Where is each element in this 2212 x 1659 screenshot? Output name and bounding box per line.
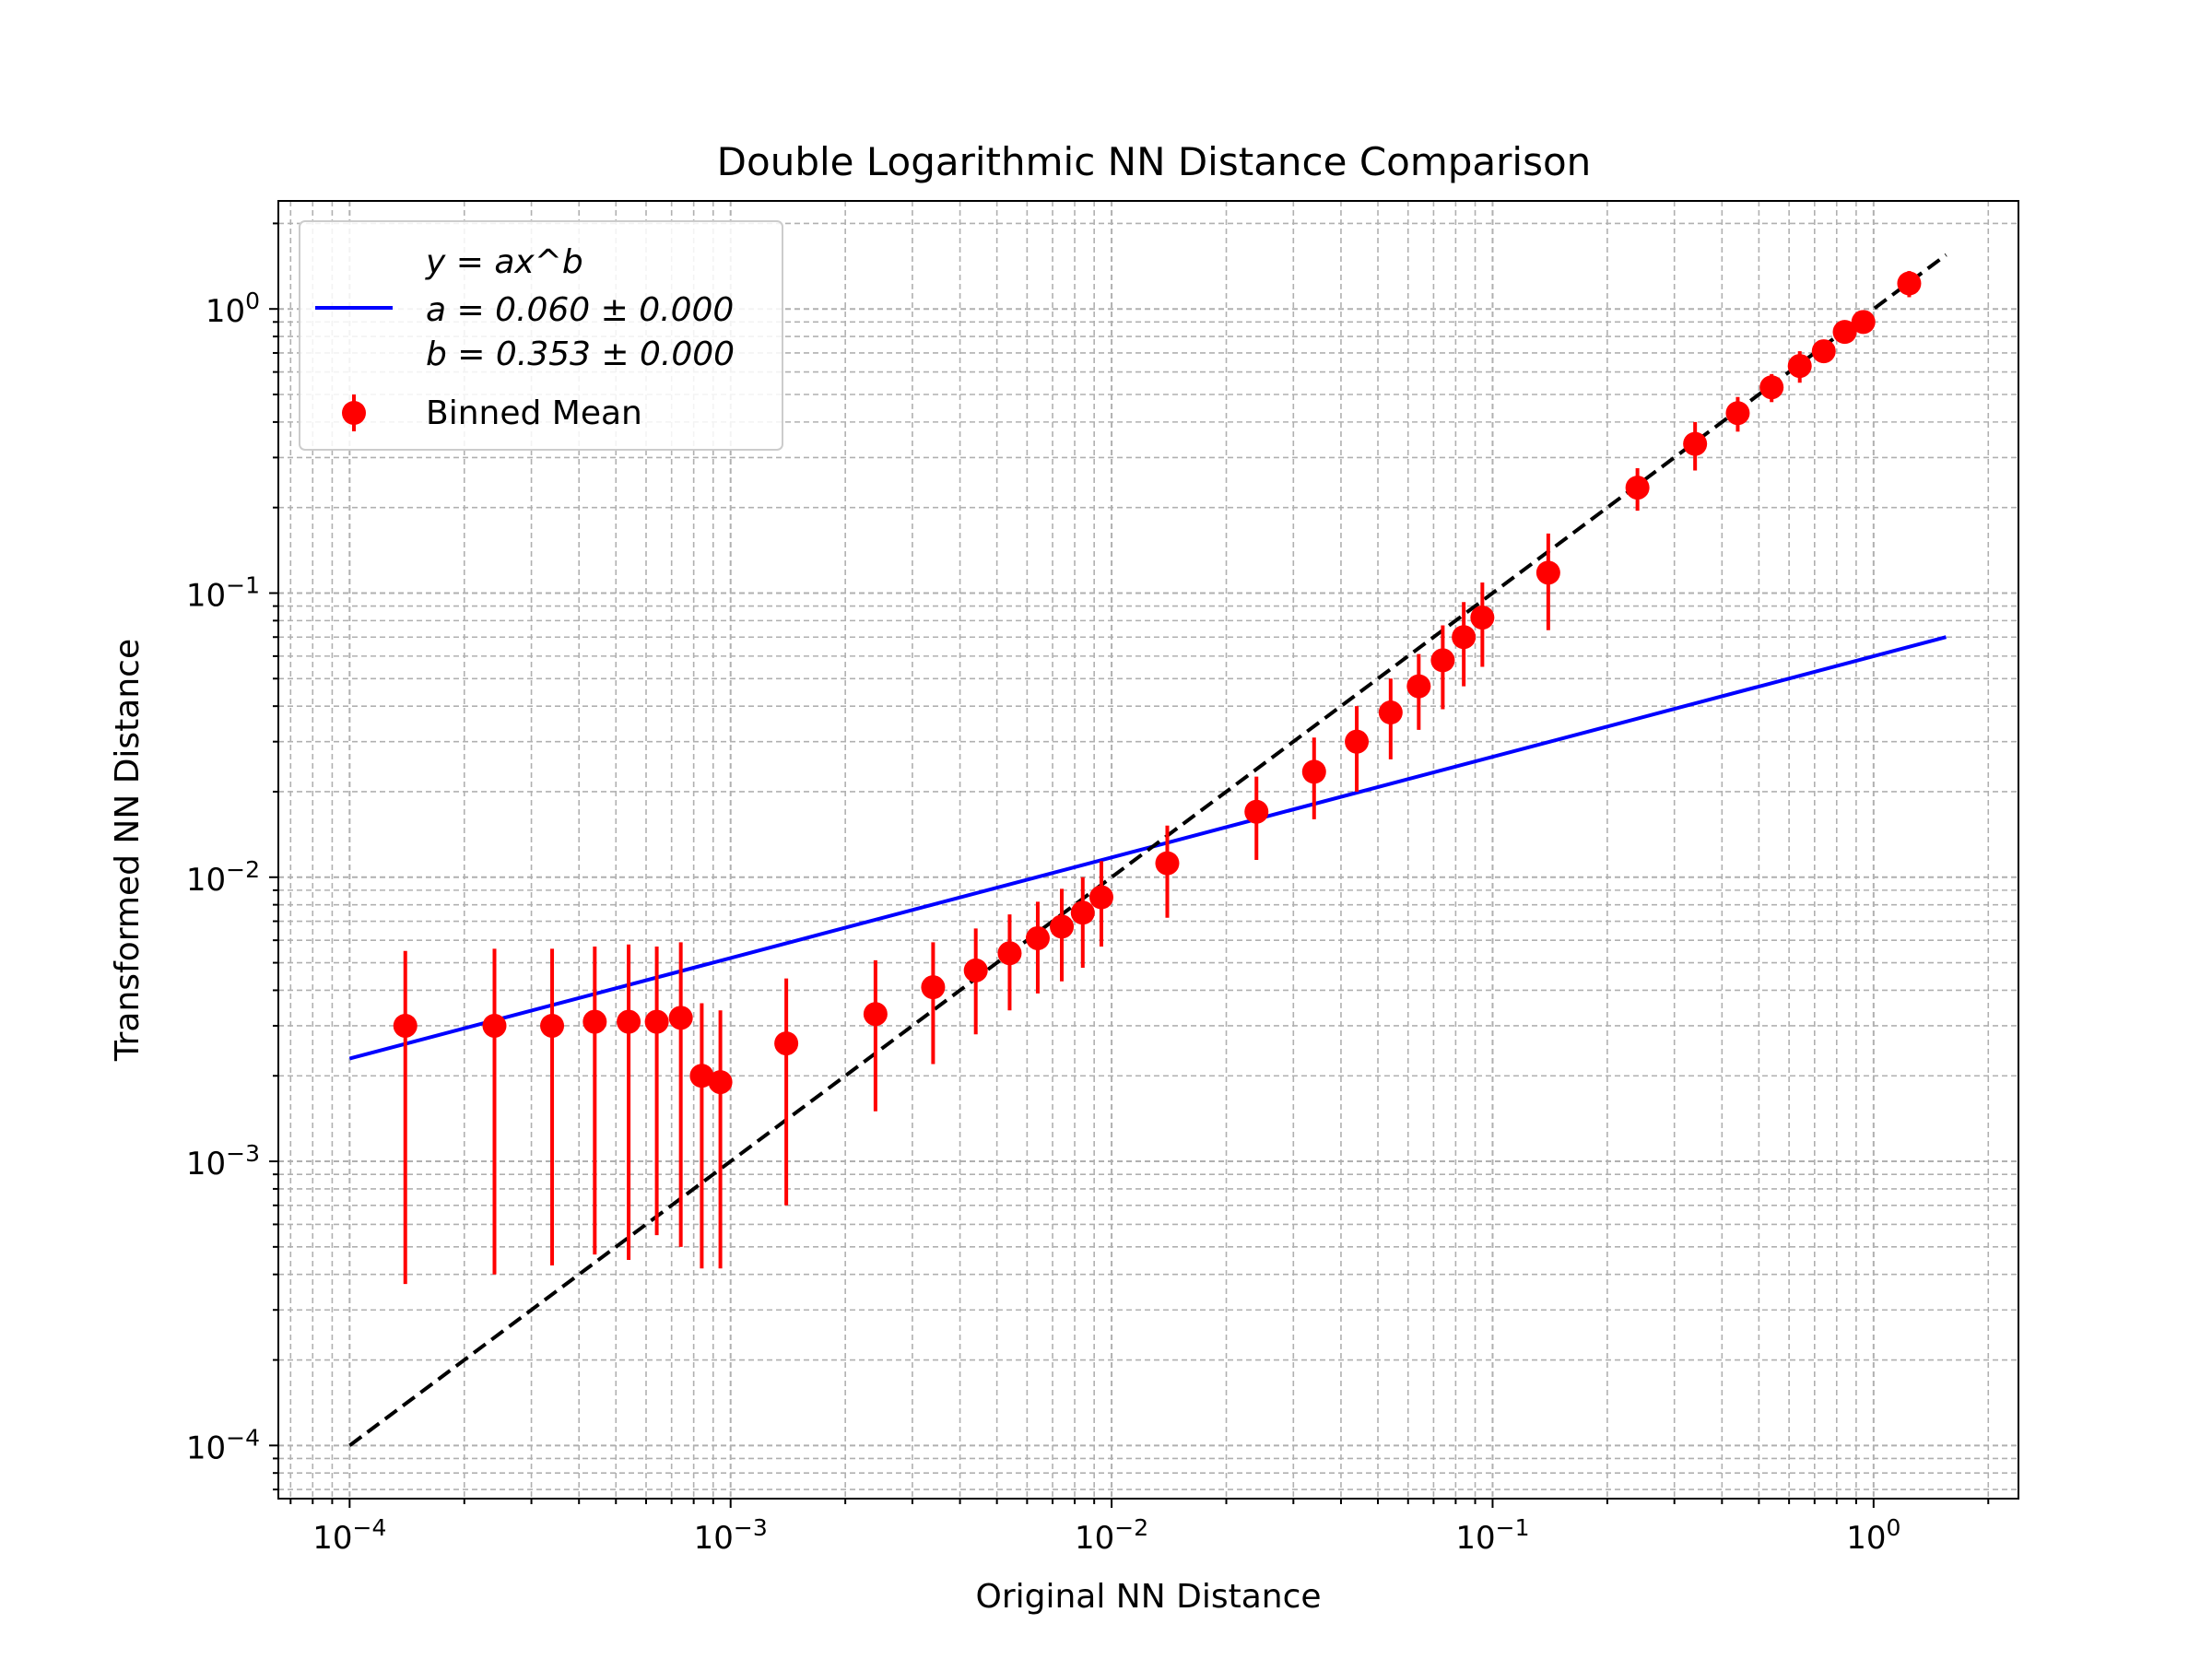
data-point [1535,560,1560,585]
legend-fit-formula: y = ax^b [425,243,583,281]
legend-fit-b: b = 0.353 ± 0.000 [426,335,735,373]
points-layer [393,271,1922,1285]
data-point [997,941,1022,966]
data-point [1832,320,1857,345]
y-tick-label: 10−1 [186,571,260,614]
y-axis-label: Transformed NN Distance [109,639,147,1062]
data-point [644,1009,669,1034]
x-axis-label: Original NN Distance [975,1578,1321,1616]
data-point [1088,885,1113,910]
data-point [1759,375,1784,400]
data-point [1787,354,1812,379]
y-tick-label: 10−4 [186,1424,260,1466]
x-tick-label: 10−2 [1075,1514,1148,1557]
plot-frame [277,200,2019,1500]
data-point [1897,271,1922,296]
data-point [1811,339,1836,364]
data-point [1430,648,1455,673]
legend-binned-label: Binned Mean [426,394,642,432]
data-point [1070,900,1095,925]
data-point [482,1013,507,1038]
y-tick-label: 10−2 [186,856,260,899]
legend-fit-a: a = 0.060 ± 0.000 [426,291,734,329]
chart-title: Double Logarithmic NN Distance Compariso… [717,139,1592,184]
identity-line [348,253,1947,1447]
y-tick-label: 100 [206,288,260,330]
data-point [1345,729,1370,754]
data-point [540,1013,565,1038]
line-layer [348,253,1947,1447]
data-point [1683,431,1708,456]
fit-line [348,635,1947,1061]
data-point [1050,914,1075,939]
data-point [774,1031,799,1056]
data-point [668,1006,693,1030]
data-point [1851,310,1876,335]
x-tick-label: 10−4 [312,1514,386,1557]
data-point [921,975,946,1000]
data-point [689,1064,714,1088]
data-point [1025,925,1050,950]
data-point [393,1013,418,1038]
data-point [1301,759,1326,784]
legend-box [299,220,783,451]
data-point [1406,674,1431,699]
axis-ticks: 10−4 10−3 10−2 10−1 100 10−4 10−3 10−2 10−1 100 [186,222,1990,1557]
x-tick-label: 100 [1846,1514,1900,1557]
data-point [582,1009,607,1034]
data-point [1625,476,1650,500]
data-point [863,1002,888,1027]
legend-binned-marker [342,401,366,425]
x-tick-label: 10−1 [1455,1514,1529,1557]
data-point [1470,606,1495,630]
data-point [1155,851,1180,876]
legend: y = ax^b a = 0.060 ± 0.000 b = 0.353 ± 0… [299,220,783,451]
data-point [708,1070,733,1095]
data-point [1725,401,1750,426]
y-tick-label: 10−3 [186,1140,260,1182]
data-point [617,1009,641,1034]
data-point [1452,625,1477,650]
x-tick-label: 10−3 [694,1514,768,1557]
data-point [963,958,988,982]
data-point [1244,799,1269,824]
data-point [1378,700,1403,725]
